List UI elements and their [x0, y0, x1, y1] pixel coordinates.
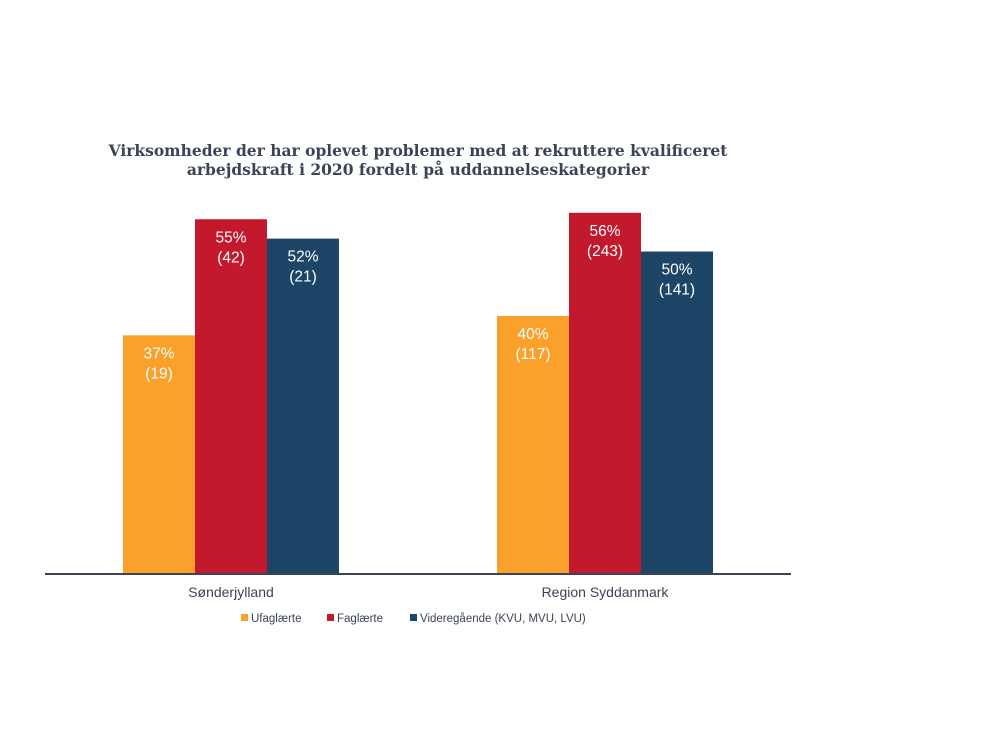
data-label-percent: 37%	[143, 345, 174, 362]
legend-label: Videregående (KVU, MVU, LVU)	[420, 613, 586, 625]
data-label-count: (21)	[289, 269, 317, 286]
legend-label: Ufaglærte	[251, 613, 302, 625]
x-tick-label: Sønderjylland	[188, 584, 274, 600]
legend-label: Faglærte	[337, 613, 383, 625]
chart-title-line-1: Virksomheder der har oplevet problemer m…	[108, 141, 728, 160]
data-label-percent: 50%	[661, 262, 692, 279]
data-label-count: (117)	[515, 346, 550, 363]
bar	[195, 219, 267, 574]
bar	[267, 238, 339, 574]
bar	[641, 251, 713, 574]
data-label-percent: 55%	[215, 229, 246, 246]
data-label-count: (141)	[659, 282, 695, 299]
x-tick-label: Region Syddanmark	[542, 584, 670, 600]
data-label-percent: 56%	[589, 223, 620, 240]
data-label-count: (42)	[217, 249, 245, 266]
legend-swatch	[327, 614, 334, 621]
bar	[569, 212, 641, 575]
data-label-count: (243)	[587, 243, 623, 260]
legend-swatch	[241, 614, 248, 621]
data-label-percent: 52%	[287, 249, 318, 266]
chart-title-line-2: arbejdskraft i 2020 fordelt på uddannels…	[186, 160, 650, 179]
legend-swatch	[410, 614, 417, 621]
bar	[497, 316, 569, 574]
data-label-percent: 40%	[517, 326, 548, 343]
bar	[123, 335, 195, 574]
data-label-count: (19)	[145, 365, 173, 382]
